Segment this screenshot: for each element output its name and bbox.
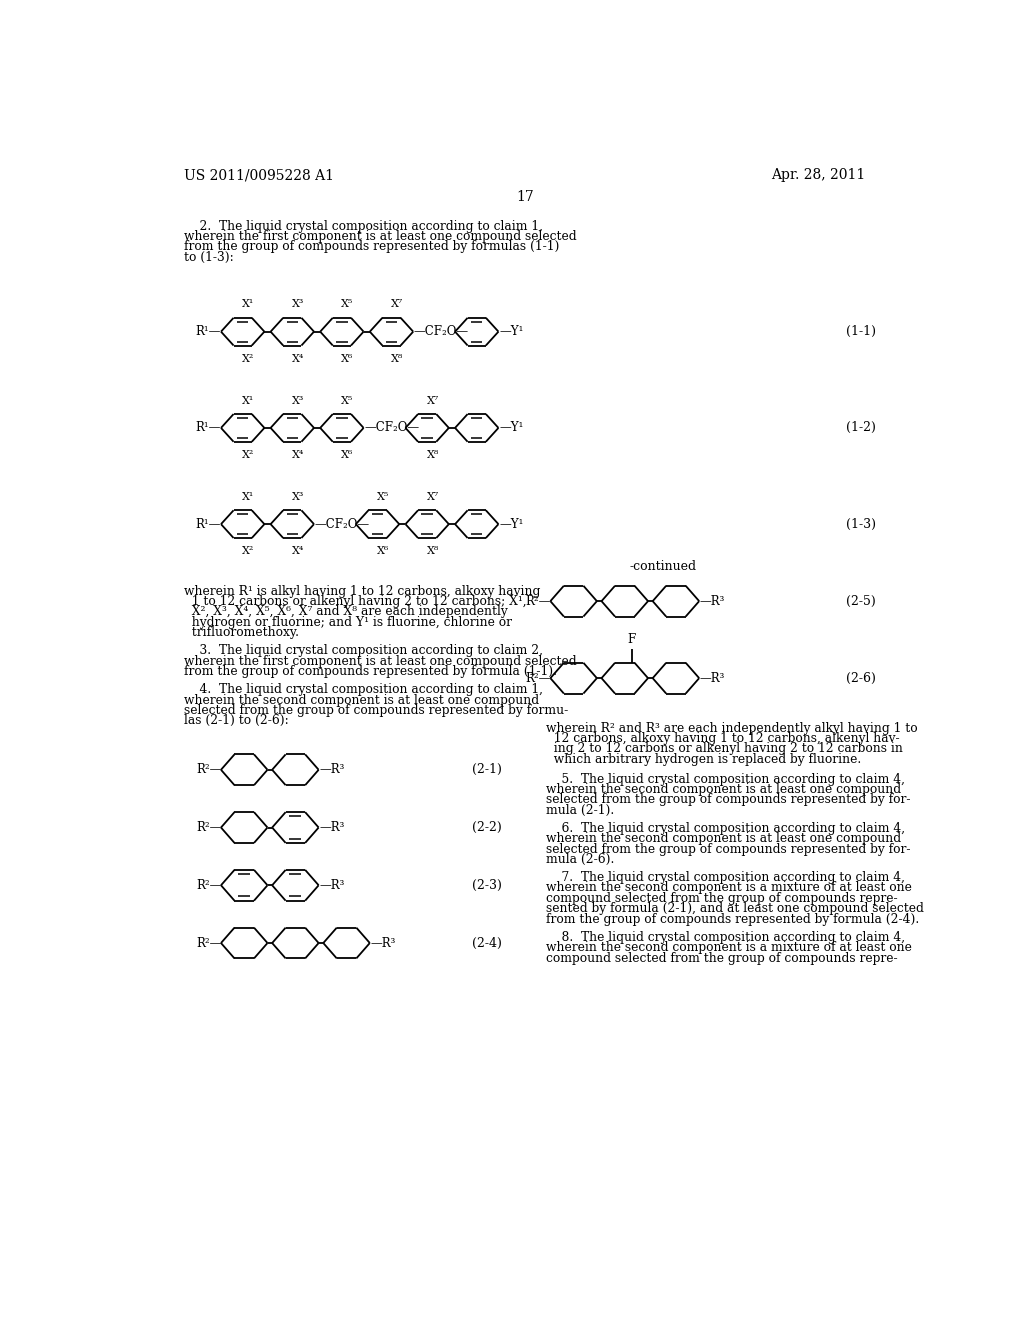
Text: X⁷: X⁷ <box>426 396 438 405</box>
Text: X³: X³ <box>292 492 304 502</box>
Text: X², X³, X⁴, X⁵, X⁶, X⁷ and X⁸ are each independently: X², X³, X⁴, X⁵, X⁶, X⁷ and X⁸ are each i… <box>183 606 508 619</box>
Text: R²—: R²— <box>197 936 222 949</box>
Text: compound selected from the group of compounds repre-: compound selected from the group of comp… <box>547 952 898 965</box>
Text: 1 to 12 carbons or alkenyl having 2 to 12 carbons; X¹,: 1 to 12 carbons or alkenyl having 2 to 1… <box>183 595 526 609</box>
Text: which arbitrary hydrogen is replaced by fluorine.: which arbitrary hydrogen is replaced by … <box>547 752 862 766</box>
Text: (2-2): (2-2) <box>472 821 502 834</box>
Text: Apr. 28, 2011: Apr. 28, 2011 <box>771 169 866 182</box>
Text: —R³: —R³ <box>700 594 725 607</box>
Text: —R³: —R³ <box>319 821 345 834</box>
Text: X⁵: X⁵ <box>377 492 389 502</box>
Text: X⁷: X⁷ <box>426 492 438 502</box>
Text: wherein the second component is a mixture of at least one: wherein the second component is a mixtur… <box>547 941 912 954</box>
Text: 12 carbons, alkoxy having 1 to 12 carbons, alkenyl hav-: 12 carbons, alkoxy having 1 to 12 carbon… <box>547 733 900 744</box>
Text: ing 2 to 12 carbons or alkenyl having 2 to 12 carbons in: ing 2 to 12 carbons or alkenyl having 2 … <box>547 742 903 755</box>
Text: 7.  The liquid crystal composition according to claim 4,: 7. The liquid crystal composition accord… <box>547 871 905 884</box>
Text: 6.  The liquid crystal composition according to claim 4,: 6. The liquid crystal composition accord… <box>547 822 905 834</box>
Text: (1-1): (1-1) <box>846 325 876 338</box>
Text: (2-6): (2-6) <box>846 672 876 685</box>
Text: R²—: R²— <box>197 821 222 834</box>
Text: from the group of compounds represented by formulas (1-1): from the group of compounds represented … <box>183 240 559 253</box>
Text: selected from the group of compounds represented by for-: selected from the group of compounds rep… <box>547 793 911 807</box>
Text: X⁵: X⁵ <box>341 396 353 405</box>
Text: 17: 17 <box>516 190 534 203</box>
Text: R¹—: R¹— <box>195 517 220 531</box>
Text: R¹—: R¹— <box>195 421 220 434</box>
Text: X¹: X¹ <box>242 300 254 309</box>
Text: X⁴: X⁴ <box>292 450 304 461</box>
Text: R²—: R²— <box>525 594 551 607</box>
Text: X⁷: X⁷ <box>391 300 403 309</box>
Text: —R³: —R³ <box>371 936 396 949</box>
Text: 5.  The liquid crystal composition according to claim 4,: 5. The liquid crystal composition accord… <box>547 772 905 785</box>
Text: from the group of compounds represented by formula (2-4).: from the group of compounds represented … <box>547 912 920 925</box>
Text: 2.  The liquid crystal composition according to claim 1,: 2. The liquid crystal composition accord… <box>183 219 543 232</box>
Text: —CF₂O—: —CF₂O— <box>314 517 370 531</box>
Text: X⁸: X⁸ <box>426 450 438 461</box>
Text: R¹—: R¹— <box>195 325 220 338</box>
Text: wherein the second component is at least one compound: wherein the second component is at least… <box>183 693 539 706</box>
Text: F: F <box>628 632 636 645</box>
Text: from the group of compounds represented by formula (1-1).: from the group of compounds represented … <box>183 665 557 678</box>
Text: X⁶: X⁶ <box>341 354 353 364</box>
Text: X²: X² <box>242 450 254 461</box>
Text: X⁸: X⁸ <box>426 546 438 557</box>
Text: R²—: R²— <box>197 879 222 892</box>
Text: R²—: R²— <box>525 672 551 685</box>
Text: las (2-1) to (2-6):: las (2-1) to (2-6): <box>183 714 289 727</box>
Text: wherein the first component is at least one compound selected: wherein the first component is at least … <box>183 655 577 668</box>
Text: (2-1): (2-1) <box>472 763 502 776</box>
Text: mula (2-6).: mula (2-6). <box>547 853 614 866</box>
Text: X⁴: X⁴ <box>292 354 304 364</box>
Text: —R³: —R³ <box>319 879 345 892</box>
Text: mula (2-1).: mula (2-1). <box>547 804 614 817</box>
Text: -continued: -continued <box>629 560 696 573</box>
Text: X¹: X¹ <box>242 492 254 502</box>
Text: —Y¹: —Y¹ <box>500 421 523 434</box>
Text: X²: X² <box>242 354 254 364</box>
Text: wherein the second component is at least one compound: wherein the second component is at least… <box>547 832 901 845</box>
Text: —R³: —R³ <box>319 763 345 776</box>
Text: selected from the group of compounds represented by for-: selected from the group of compounds rep… <box>547 842 911 855</box>
Text: wherein R² and R³ are each independently alkyl having 1 to: wherein R² and R³ are each independently… <box>547 722 919 735</box>
Text: US 2011/0095228 A1: US 2011/0095228 A1 <box>183 169 334 182</box>
Text: 3.  The liquid crystal composition according to claim 2,: 3. The liquid crystal composition accord… <box>183 644 543 657</box>
Text: R²—: R²— <box>197 763 222 776</box>
Text: (2-5): (2-5) <box>846 594 876 607</box>
Text: hydrogen or fluorine; and Y¹ is fluorine, chlorine or: hydrogen or fluorine; and Y¹ is fluorine… <box>183 616 512 628</box>
Text: wherein R¹ is alkyl having 1 to 12 carbons, alkoxy having: wherein R¹ is alkyl having 1 to 12 carbo… <box>183 585 541 598</box>
Text: selected from the group of compounds represented by formu-: selected from the group of compounds rep… <box>183 704 568 717</box>
Text: X⁶: X⁶ <box>341 450 353 461</box>
Text: X¹: X¹ <box>242 396 254 405</box>
Text: 4.  The liquid crystal composition according to claim 1,: 4. The liquid crystal composition accord… <box>183 684 543 696</box>
Text: X³: X³ <box>292 300 304 309</box>
Text: X⁸: X⁸ <box>391 354 403 364</box>
Text: wherein the first component is at least one compound selected: wherein the first component is at least … <box>183 230 577 243</box>
Text: —CF₂O—: —CF₂O— <box>414 325 469 338</box>
Text: 8.  The liquid crystal composition according to claim 4,: 8. The liquid crystal composition accord… <box>547 931 905 944</box>
Text: —Y¹: —Y¹ <box>500 325 523 338</box>
Text: (2-3): (2-3) <box>472 879 502 892</box>
Text: trifluoromethoxy.: trifluoromethoxy. <box>183 626 299 639</box>
Text: wherein the second component is at least one compound: wherein the second component is at least… <box>547 783 901 796</box>
Text: compound selected from the group of compounds repre-: compound selected from the group of comp… <box>547 892 898 906</box>
Text: X³: X³ <box>292 396 304 405</box>
Text: to (1-3):: to (1-3): <box>183 251 233 264</box>
Text: wherein the second component is a mixture of at least one: wherein the second component is a mixtur… <box>547 882 912 895</box>
Text: X²: X² <box>242 546 254 557</box>
Text: (1-2): (1-2) <box>846 421 876 434</box>
Text: —CF₂O—: —CF₂O— <box>365 421 420 434</box>
Text: (2-4): (2-4) <box>472 936 502 949</box>
Text: X⁶: X⁶ <box>377 546 389 557</box>
Text: —R³: —R³ <box>700 672 725 685</box>
Text: sented by formula (2-1), and at least one compound selected: sented by formula (2-1), and at least on… <box>547 903 925 915</box>
Text: —Y¹: —Y¹ <box>500 517 523 531</box>
Text: X⁵: X⁵ <box>341 300 353 309</box>
Text: X⁴: X⁴ <box>292 546 304 557</box>
Text: (1-3): (1-3) <box>846 517 876 531</box>
